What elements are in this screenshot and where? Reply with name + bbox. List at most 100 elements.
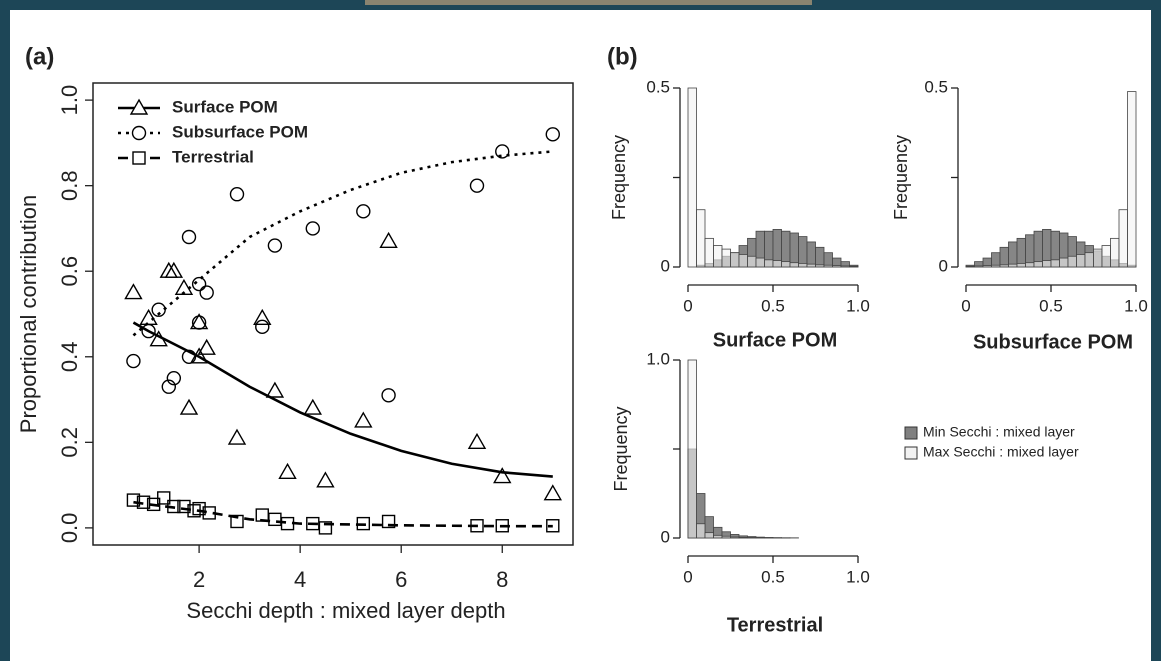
- histogram-bar: [982, 265, 992, 268]
- histogram-bar: [713, 245, 723, 268]
- histogram-bar: [704, 532, 714, 539]
- y-tick-label: 0.2: [57, 427, 82, 458]
- histogram-bar: [1059, 257, 1069, 268]
- data-point: [157, 491, 171, 505]
- histogram-bar: [849, 265, 859, 268]
- data-point: [546, 519, 560, 533]
- histogram-bar: [696, 523, 706, 539]
- y-axis-label: Frequency: [891, 135, 911, 220]
- x-tick-label: 1.0: [846, 567, 870, 586]
- histogram-bar: [1025, 262, 1035, 268]
- y-tick-label: 0.5: [646, 77, 670, 96]
- histogram-bar: [815, 264, 825, 268]
- histogram-bar: [1067, 255, 1077, 268]
- data-point: [318, 521, 333, 535]
- legend-label: Terrestrial: [172, 147, 254, 166]
- data-point: [230, 514, 244, 529]
- x-tick-label: 6: [395, 567, 407, 592]
- histogram-bar: [806, 241, 816, 268]
- histogram-bar: [1050, 259, 1060, 268]
- histogram-bar: [730, 536, 740, 539]
- x-tick-label: 0: [683, 567, 692, 586]
- data-point: [167, 499, 181, 514]
- data-point: [229, 187, 245, 202]
- data-point: [265, 381, 285, 398]
- legend-swatch: [904, 446, 918, 460]
- histogram-bar: [687, 359, 697, 539]
- x-tick-label: 1.0: [846, 296, 870, 315]
- histogram-bar: [798, 236, 808, 268]
- histogram-bar: [1016, 263, 1026, 268]
- histogram-bar: [806, 263, 816, 268]
- histogram-bar: [1127, 91, 1137, 268]
- histogram-bar: [1033, 261, 1043, 268]
- data-point: [280, 516, 295, 531]
- y-tick-label: 0.4: [57, 341, 82, 372]
- data-point: [267, 238, 283, 253]
- data-point: [187, 504, 201, 518]
- data-point: [381, 388, 396, 403]
- data-point: [177, 499, 191, 514]
- header-image-strip: [365, 0, 812, 5]
- x-axis-label: Subsurface POM: [973, 331, 1133, 353]
- legend-label: Subsurface POM: [172, 122, 308, 141]
- fit-line: [132, 150, 553, 337]
- data-point: [356, 204, 371, 219]
- data-point: [199, 285, 214, 300]
- histogram-bar: [1016, 237, 1026, 268]
- data-point: [191, 276, 207, 292]
- panel-label: (b): [607, 43, 638, 70]
- histogram-bar: [823, 264, 833, 268]
- histogram-bar: [755, 257, 765, 268]
- histogram-bar: [798, 263, 808, 268]
- histogram-bar: [840, 265, 850, 268]
- histogram-bar: [781, 261, 791, 268]
- data-point: [141, 323, 156, 339]
- data-point: [316, 471, 335, 488]
- data-point: [192, 501, 206, 516]
- y-axis-label: Frequency: [609, 135, 629, 220]
- y-tick-label: 0: [661, 527, 670, 546]
- histogram-bar: [991, 264, 1001, 268]
- data-point: [179, 398, 199, 415]
- data-point: [379, 231, 398, 248]
- data-point: [495, 144, 510, 159]
- x-tick-label: 0: [961, 296, 970, 315]
- y-tick-label: 0.0: [57, 513, 82, 544]
- histogram-bar: [789, 232, 799, 268]
- data-point: [470, 519, 484, 533]
- fit-line: [132, 321, 553, 478]
- data-point: [136, 495, 151, 509]
- data-point: [164, 261, 184, 278]
- data-point: [356, 516, 371, 531]
- histogram-bar: [1093, 248, 1103, 268]
- x-tick-label: 4: [294, 567, 306, 592]
- data-point: [467, 432, 487, 450]
- histogram-bar: [832, 265, 842, 268]
- data-point: [149, 330, 168, 347]
- data-point: [469, 178, 485, 193]
- y-axis-label: Proportional contribution: [16, 195, 41, 433]
- histogram-bar: [1076, 254, 1086, 268]
- data-point: [303, 398, 322, 415]
- histogram-bar: [965, 265, 975, 268]
- x-axis-label: Terrestrial: [727, 614, 823, 636]
- x-axis-label: Secchi depth : mixed layer depth: [186, 598, 505, 623]
- figure-background: [10, 10, 1151, 661]
- x-axis-label: Surface POM: [713, 329, 837, 351]
- histogram-bar: [1084, 252, 1094, 268]
- data-point: [126, 353, 141, 369]
- data-point: [253, 308, 272, 325]
- data-point: [174, 278, 194, 296]
- y-tick-label: 1.0: [57, 85, 82, 116]
- legend-marker: [132, 151, 146, 165]
- histogram-bar: [789, 262, 799, 268]
- data-point: [493, 467, 512, 484]
- data-point: [545, 127, 560, 142]
- x-tick-label: 0.5: [1039, 296, 1063, 315]
- y-tick-label: 0: [939, 256, 948, 275]
- data-point: [181, 349, 197, 364]
- histogram-bar: [747, 255, 757, 268]
